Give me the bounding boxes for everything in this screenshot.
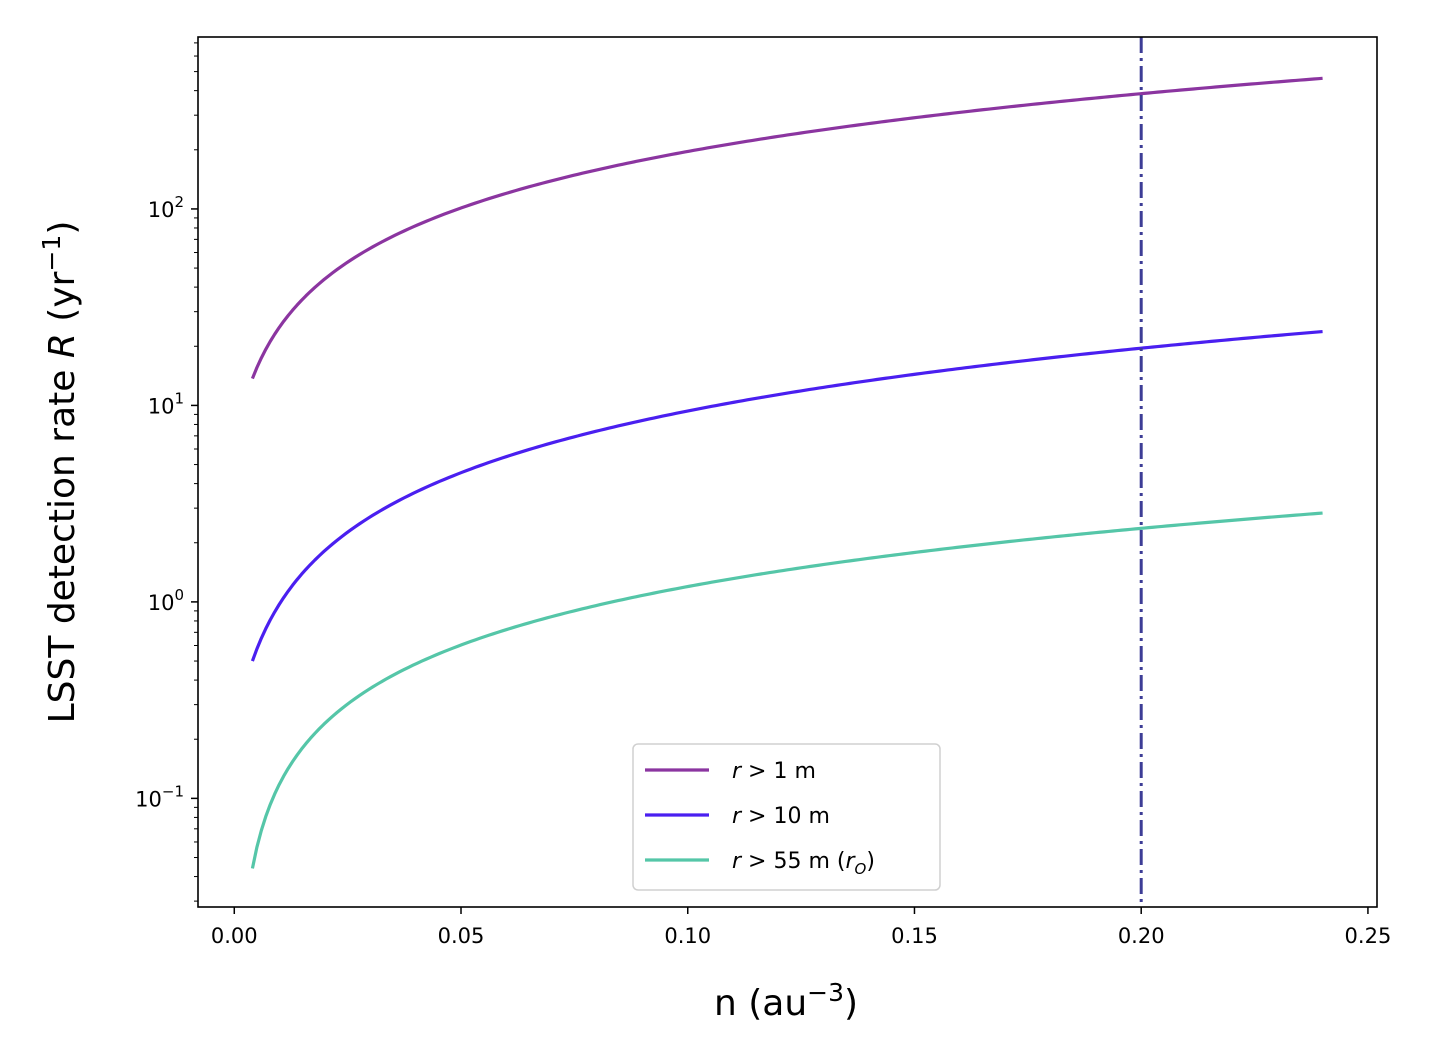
y-tick-label-1: 100 bbox=[148, 586, 184, 615]
legend: r > 1 m r > 10 m r > 55 m (rO) bbox=[632, 743, 941, 891]
y-axis-title: LSST detection rate R (yr−1) bbox=[37, 221, 83, 724]
x-tick-label-3: 0.15 bbox=[891, 924, 938, 948]
x-tick-label-4: 0.20 bbox=[1118, 924, 1165, 948]
legend-box bbox=[632, 743, 941, 891]
x-tick-label-5: 0.25 bbox=[1345, 924, 1392, 948]
y-tick-label-2: 101 bbox=[148, 389, 184, 418]
x-axis-ticks: 0.00 0.05 0.10 0.15 0.20 0.25 bbox=[211, 907, 1391, 948]
series-line-3 bbox=[250, 511, 1323, 869]
x-tick-label-2: 0.10 bbox=[664, 924, 711, 948]
legend-items: r > 1 m r > 10 m r > 55 m (rO) bbox=[645, 759, 875, 878]
legend-label-2: r > 10 m bbox=[732, 804, 830, 829]
y-tick-label-0: 10−1 bbox=[135, 782, 184, 811]
series-line-2 bbox=[250, 329, 1323, 662]
plot-frame bbox=[197, 36, 1378, 908]
series-line-1 bbox=[250, 76, 1323, 380]
x-axis-title: n (au−3) bbox=[714, 978, 858, 1024]
x-tick-label-1: 0.05 bbox=[438, 924, 485, 948]
x-tick-label-0: 0.00 bbox=[211, 924, 258, 948]
legend-label-3: r > 55 m (rO) bbox=[732, 849, 875, 878]
y-axis-ticks: 10−1 100 101 102 bbox=[135, 42, 198, 902]
y-tick-label-3: 102 bbox=[148, 193, 184, 222]
legend-label-1: r > 1 m bbox=[732, 759, 816, 784]
plot-series-group bbox=[250, 76, 1323, 869]
